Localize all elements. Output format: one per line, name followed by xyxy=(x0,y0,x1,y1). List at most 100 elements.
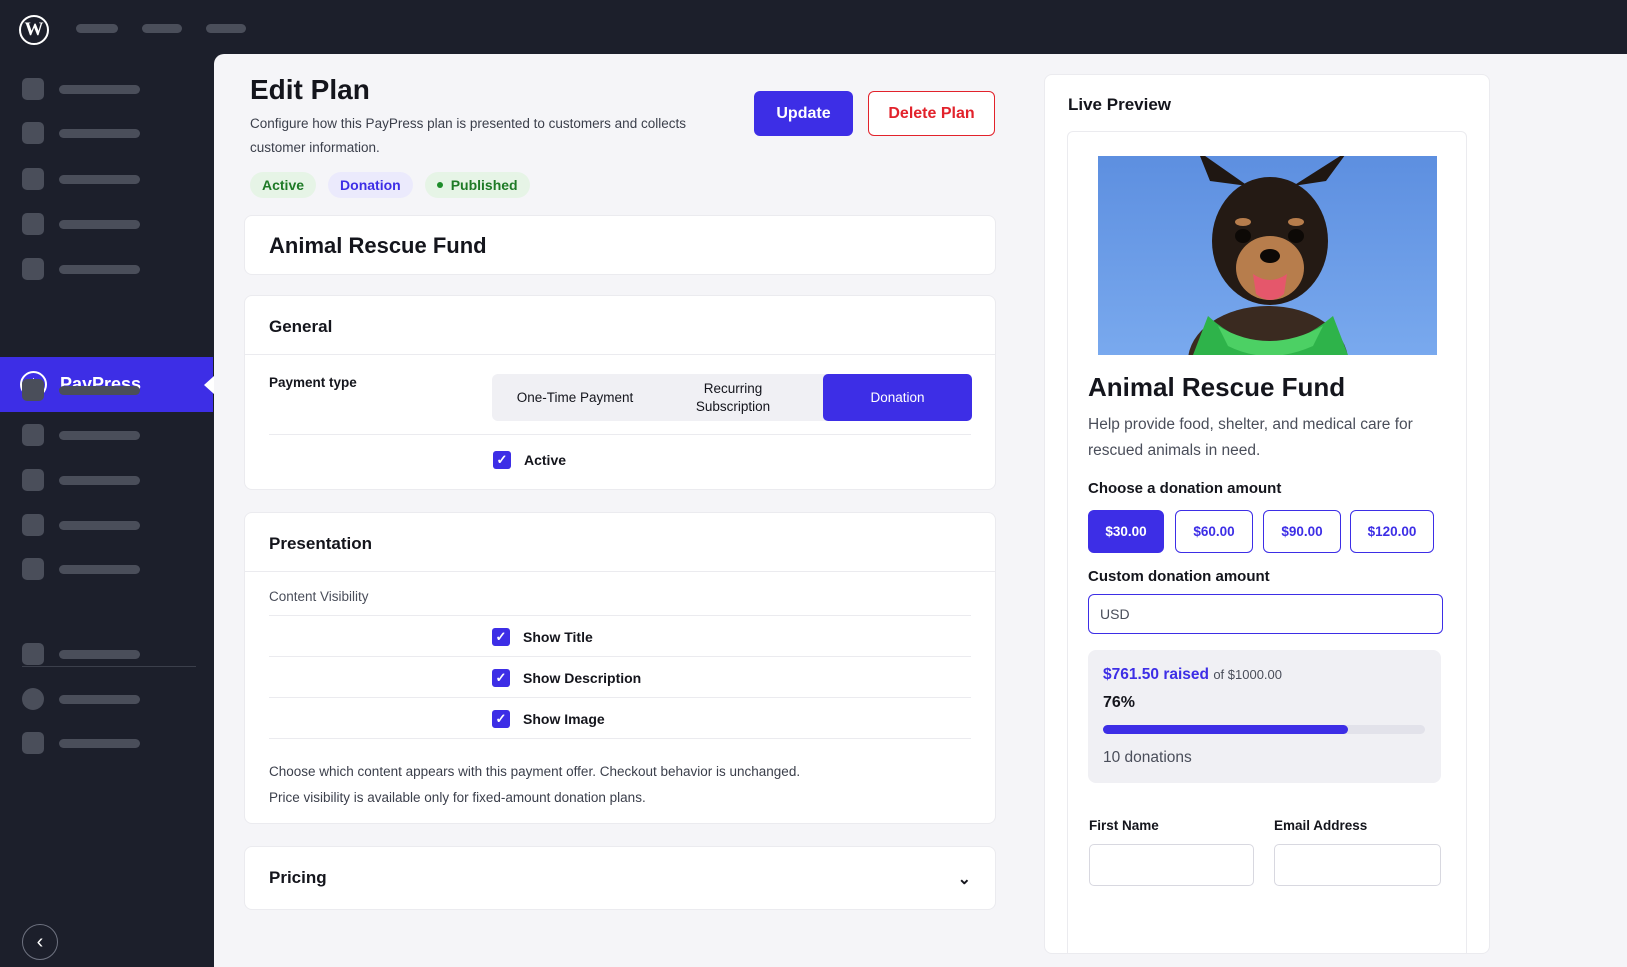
divider xyxy=(269,615,971,616)
divider xyxy=(269,697,971,698)
divider xyxy=(269,434,971,435)
custom-amount-label: Custom donation amount xyxy=(1088,568,1270,585)
main-content: Edit Plan Configure how this PayPress pl… xyxy=(214,54,1627,967)
sidebar-item-label xyxy=(59,128,140,138)
menu-icon xyxy=(22,643,44,665)
divider xyxy=(269,656,971,657)
preview-description: Help provide food, shelter, and medical … xyxy=(1088,416,1413,459)
goal-amount: of $1000.00 xyxy=(1213,667,1283,682)
plan-name-card: Animal Rescue Fund xyxy=(244,215,996,275)
amount-button-60[interactable]: $60.00 xyxy=(1175,510,1253,553)
donation-count: 10 donations xyxy=(1103,749,1192,766)
sidebar-item-11[interactable] xyxy=(22,643,140,665)
show-title-checkbox[interactable]: ✓ Show Title xyxy=(492,628,593,646)
amount-button-120[interactable]: $120.00 xyxy=(1350,510,1434,553)
payment-option-one-time[interactable]: One-Time Payment xyxy=(516,389,634,405)
dog-illustration xyxy=(1188,156,1348,355)
help-line-2: Price visibility is available only for f… xyxy=(269,790,646,805)
topbar-placeholder-2[interactable] xyxy=(142,24,182,33)
payment-option-donation[interactable]: Donation xyxy=(823,374,972,421)
sidebar-item-12[interactable] xyxy=(22,688,140,710)
custom-amount-input[interactable]: USD xyxy=(1088,594,1443,634)
sidebar-item-8[interactable] xyxy=(22,469,140,491)
sidebar-item-label xyxy=(59,475,140,485)
sidebar-item-label xyxy=(59,219,140,229)
dog-image xyxy=(1098,156,1437,355)
amount-button-90[interactable]: $90.00 xyxy=(1263,510,1341,553)
topbar-placeholder-1[interactable] xyxy=(76,24,118,33)
sidebar-item-7[interactable] xyxy=(22,424,140,446)
sidebar-item-label xyxy=(59,430,140,440)
wordpress-logo-icon[interactable]: W xyxy=(19,15,49,45)
sidebar-item-9[interactable] xyxy=(22,514,140,536)
menu-icon xyxy=(22,732,44,754)
help-line-1: Choose which content appears with this p… xyxy=(269,764,801,779)
divider xyxy=(245,571,995,572)
sidebar-item-4[interactable] xyxy=(22,213,140,235)
menu-icon xyxy=(22,78,44,100)
sidebar-item-1[interactable] xyxy=(22,78,140,100)
sidebar-item-label xyxy=(59,649,140,659)
amount-button-30[interactable]: $30.00 xyxy=(1088,510,1164,553)
sidebar-item-10[interactable] xyxy=(22,558,140,580)
delete-plan-button[interactable]: Delete Plan xyxy=(868,91,995,136)
pricing-card[interactable]: Pricing ⌄ xyxy=(244,846,996,910)
menu-icon xyxy=(22,424,44,446)
collapse-sidebar-button[interactable]: ‹ xyxy=(22,924,58,960)
sidebar-item-label xyxy=(59,564,140,574)
status-badges: Active Donation Published xyxy=(250,172,530,198)
update-button[interactable]: Update xyxy=(754,91,853,136)
sidebar-item-label xyxy=(59,738,140,748)
email-address-label: Email Address xyxy=(1274,818,1368,833)
live-preview-title: Live Preview xyxy=(1068,95,1172,114)
active-checkbox[interactable]: ✓ Active xyxy=(493,451,566,469)
menu-icon xyxy=(22,469,44,491)
sidebar-item-2[interactable] xyxy=(22,122,140,144)
payment-type-selector: One-Time Payment Recurring Subscription … xyxy=(492,374,972,421)
presentation-help-text: Choose which content appears with this p… xyxy=(269,759,800,811)
menu-icon xyxy=(22,688,44,710)
menu-icon xyxy=(22,213,44,235)
sidebar-item-label xyxy=(59,264,140,274)
show-description-label: Show Description xyxy=(523,670,642,686)
divider xyxy=(269,738,971,739)
sidebar-item-6[interactable] xyxy=(22,379,140,401)
first-name-field[interactable] xyxy=(1089,844,1254,886)
live-preview-panel: Live Preview A xyxy=(1044,74,1490,954)
topbar-placeholder-3[interactable] xyxy=(206,24,246,33)
checkmark-icon: ✓ xyxy=(492,710,510,728)
raised-amount: $761.50 raised of $1000.00 xyxy=(1103,666,1282,684)
show-description-checkbox[interactable]: ✓ Show Description xyxy=(492,669,641,687)
payment-option-recurring[interactable]: Recurring Subscription xyxy=(695,380,771,414)
status-badge-published: Published xyxy=(424,172,530,198)
menu-icon xyxy=(22,122,44,144)
menu-icon xyxy=(22,514,44,536)
sidebar-item-label xyxy=(59,84,140,94)
raised-value: $761.50 raised xyxy=(1103,666,1210,683)
sidebar-item-5[interactable] xyxy=(22,258,140,280)
divider xyxy=(245,354,995,355)
presentation-card: Presentation Content Visibility ✓ Show Ti… xyxy=(244,512,996,824)
pricing-title: Pricing xyxy=(269,868,327,887)
active-indicator xyxy=(204,376,214,394)
content-visibility-label: Content Visibility xyxy=(269,589,369,604)
page-description: Configure how this PayPress plan is pres… xyxy=(250,116,686,155)
plan-name[interactable]: Animal Rescue Fund xyxy=(269,233,487,258)
sidebar-item-label xyxy=(59,694,140,704)
choose-amount-label: Choose a donation amount xyxy=(1088,480,1282,497)
presentation-title: Presentation xyxy=(269,534,372,553)
progress-bar xyxy=(1103,725,1425,734)
published-dot-icon xyxy=(436,182,443,188)
preview-donation-form: Animal Rescue Fund Help provide food, sh… xyxy=(1067,131,1467,953)
status-badge-active: Active xyxy=(250,172,317,198)
chevron-down-icon[interactable]: ⌄ xyxy=(957,871,971,888)
fundraising-progress: $761.50 raised of $1000.00 76% 10 donati… xyxy=(1088,650,1441,783)
sidebar-item-13[interactable] xyxy=(22,732,140,754)
top-bar: W xyxy=(0,0,1627,54)
email-address-field[interactable] xyxy=(1274,844,1441,886)
general-title: General xyxy=(269,317,333,336)
sidebar-item-3[interactable] xyxy=(22,168,140,190)
menu-icon xyxy=(22,379,44,401)
sidebar-item-label xyxy=(59,520,140,530)
show-image-checkbox[interactable]: ✓ Show Image xyxy=(492,710,605,728)
